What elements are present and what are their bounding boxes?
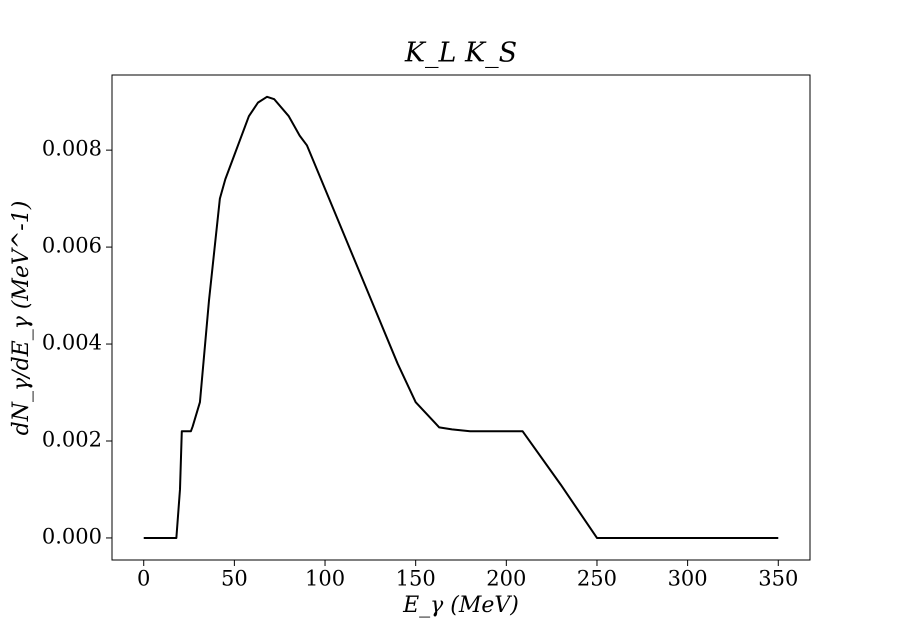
y-axis-label: dN_γ/dE_γ (MeV^-1) bbox=[9, 201, 34, 436]
x-axis-label: E_γ (MeV) bbox=[402, 593, 519, 618]
y-tick-label: 0.004 bbox=[42, 331, 102, 355]
y-tick-label: 0.002 bbox=[42, 427, 102, 451]
x-tick-label: 300 bbox=[668, 567, 708, 591]
x-tick-label: 200 bbox=[486, 567, 526, 591]
x-tick-label: 350 bbox=[758, 567, 798, 591]
line-series bbox=[143, 95, 779, 539]
y-tick-label: 0.008 bbox=[42, 137, 102, 161]
chart-title: K_L K_S bbox=[404, 38, 517, 69]
plot-frame bbox=[111, 74, 811, 561]
x-tick-label: 50 bbox=[221, 567, 248, 591]
x-tick-label: 250 bbox=[577, 567, 617, 591]
x-tick-label: 0 bbox=[137, 567, 150, 591]
y-tick-label: 0.000 bbox=[42, 524, 102, 548]
x-tick-label: 150 bbox=[396, 567, 436, 591]
y-tick-label: 0.006 bbox=[42, 234, 102, 258]
x-tick-label: 100 bbox=[305, 567, 345, 591]
